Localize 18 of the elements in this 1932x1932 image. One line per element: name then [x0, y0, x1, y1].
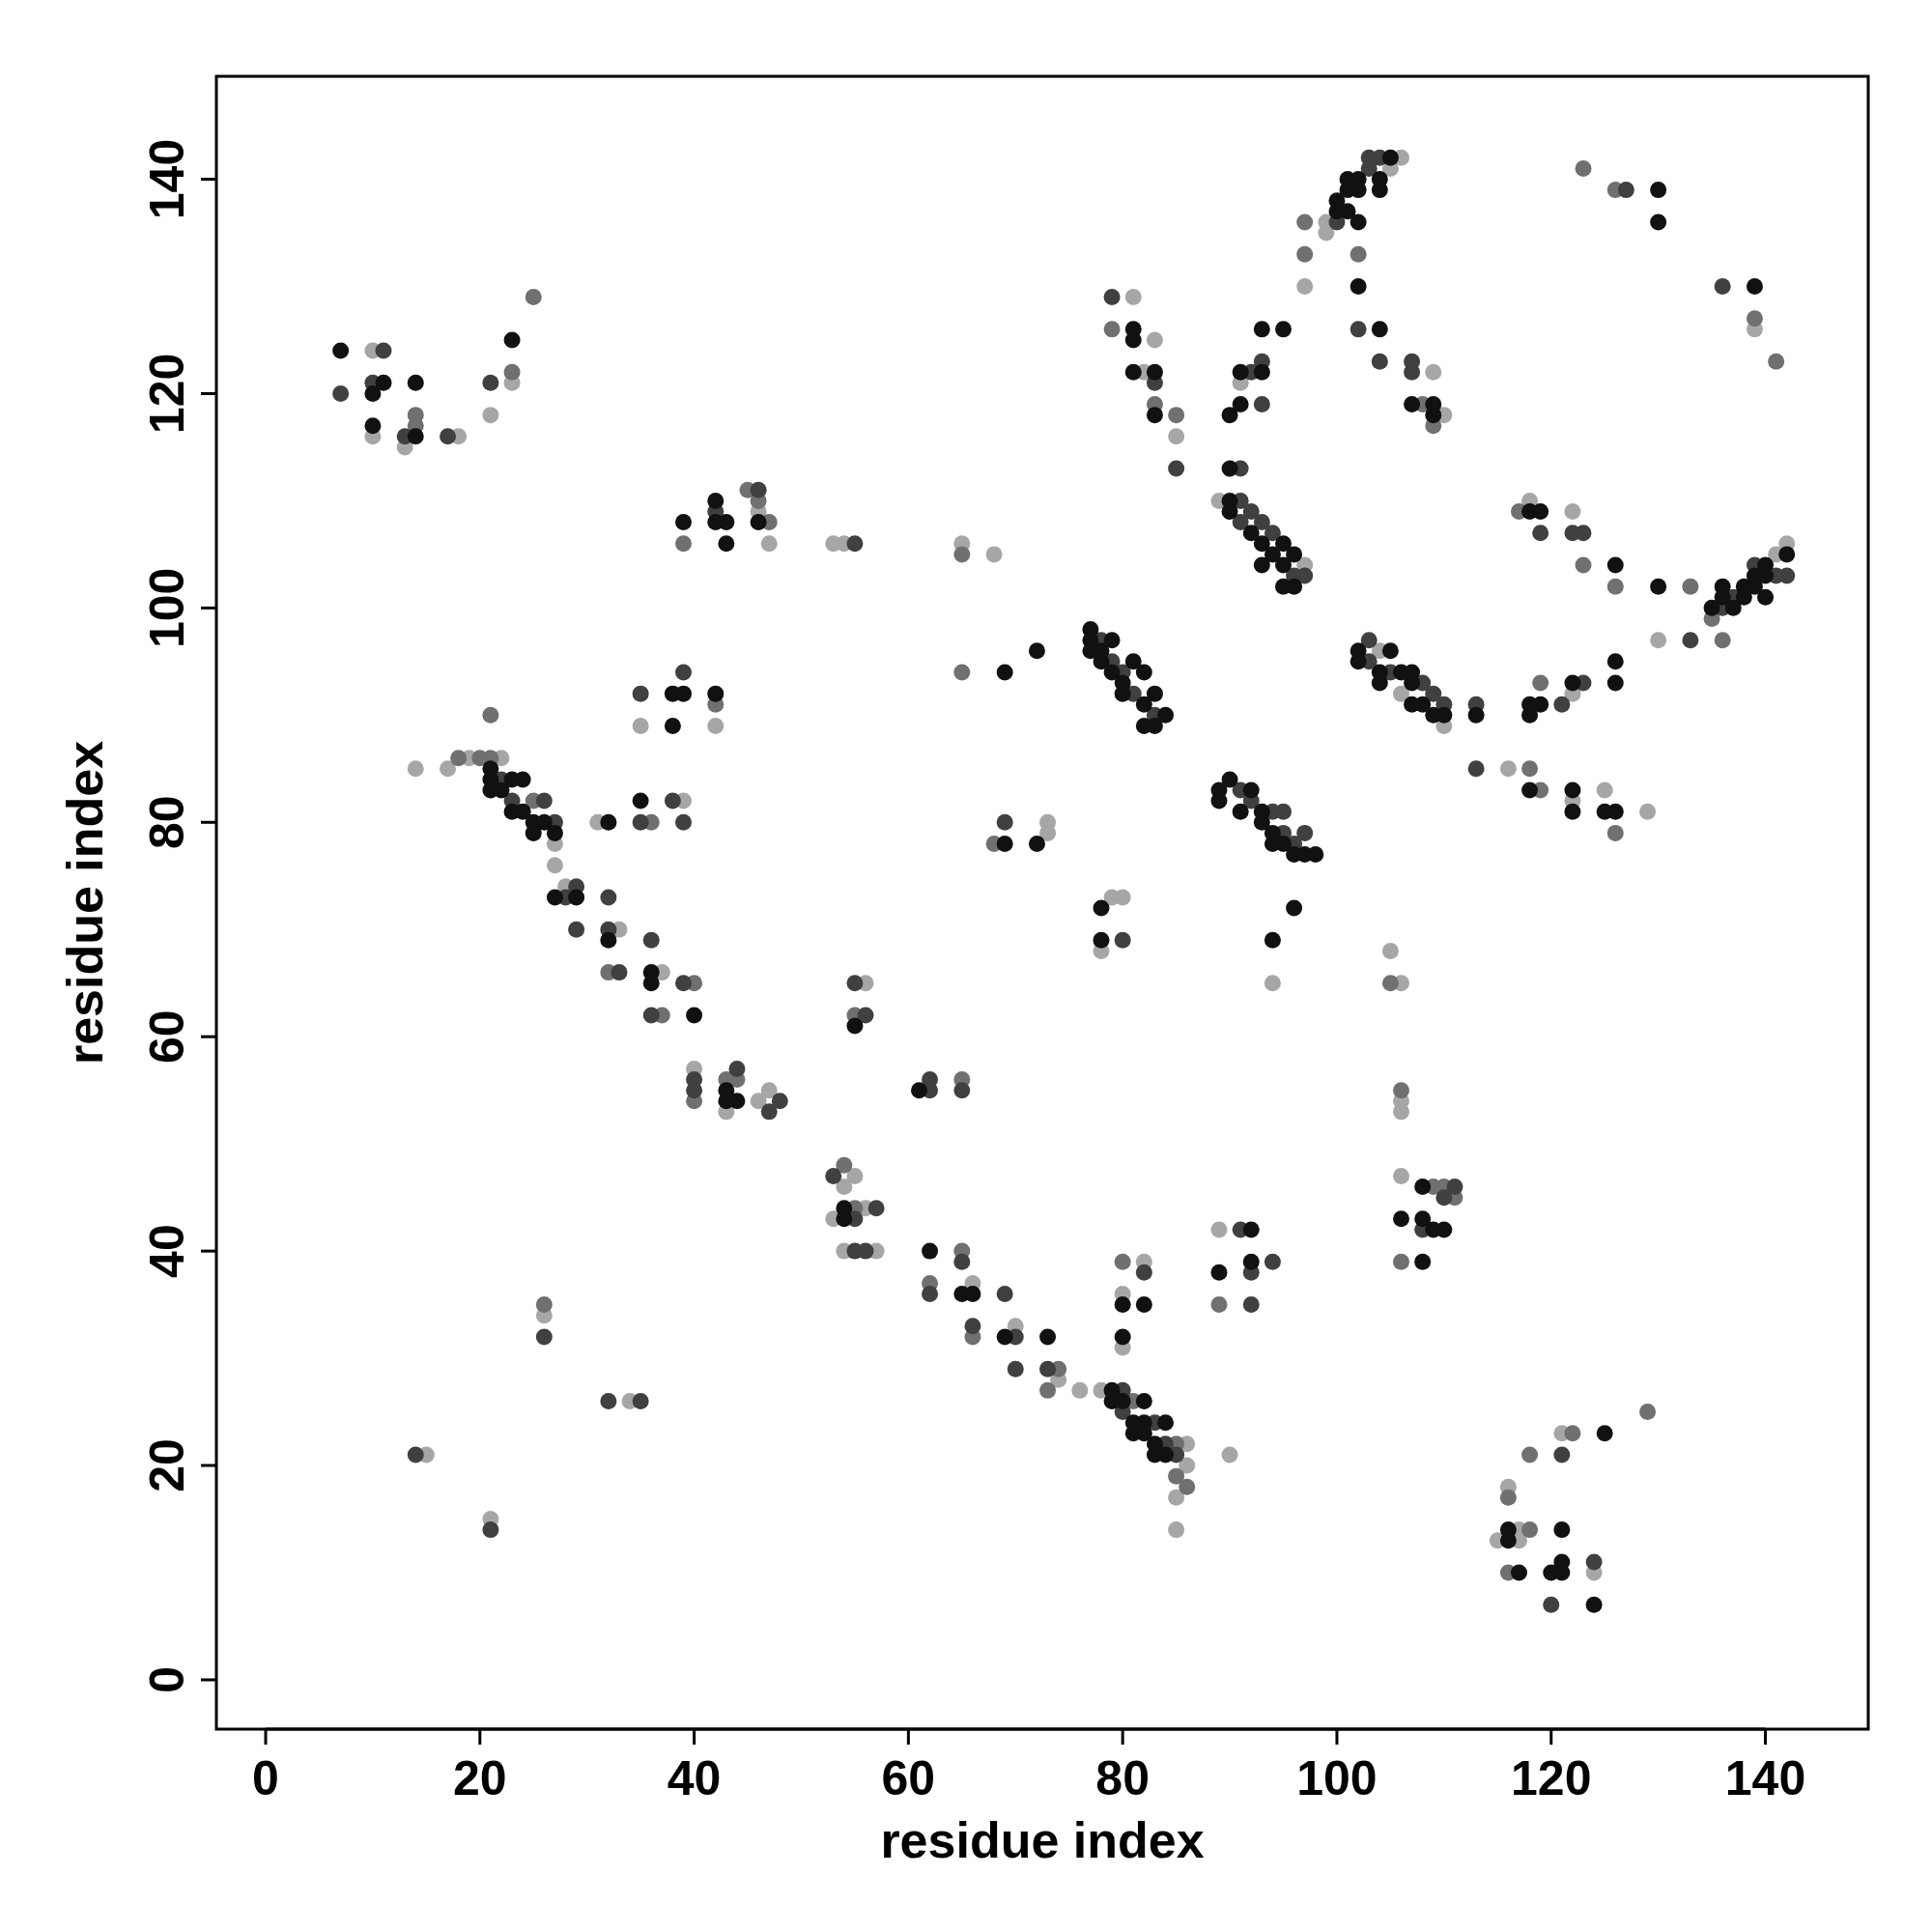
- x-tick-label: 100: [1296, 1751, 1378, 1805]
- y-tick-label: 0: [140, 1666, 194, 1693]
- y-tick-label: 80: [140, 795, 194, 850]
- x-tick-label: 80: [1095, 1751, 1150, 1805]
- x-tick-label: 140: [1724, 1751, 1806, 1805]
- y-tick-label: 40: [140, 1224, 194, 1278]
- x-tick-label: 40: [667, 1751, 722, 1805]
- y-tick-label: 120: [140, 353, 194, 435]
- y-tick-label: 60: [140, 1009, 194, 1065]
- y-tick-label: 140: [140, 138, 194, 220]
- y-tick-label: 20: [140, 1438, 194, 1492]
- y-tick-label: 100: [140, 567, 194, 649]
- x-tick-label: 20: [452, 1751, 507, 1805]
- x-tick-label: 0: [252, 1751, 279, 1805]
- y-axis-title: residue index: [57, 740, 113, 1065]
- x-tick-label: 120: [1511, 1751, 1592, 1805]
- x-axis-title: residue index: [880, 1812, 1205, 1868]
- x-tick-label: 60: [881, 1751, 936, 1805]
